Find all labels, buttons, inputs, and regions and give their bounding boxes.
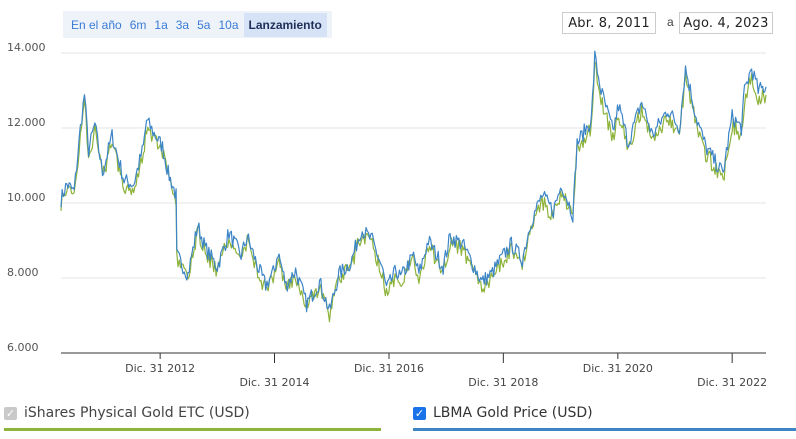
- range-5y-button[interactable]: 5a: [197, 17, 211, 32]
- y-tick-label: 14.000: [7, 41, 46, 54]
- range-ytd-button[interactable]: En el año: [71, 17, 122, 32]
- range-10y-button[interactable]: 10a: [218, 17, 239, 32]
- date-separator: a: [667, 15, 674, 29]
- legend-label-ishares: iShares Physical Gold ETC (USD): [24, 405, 250, 421]
- range-launch-button[interactable]: Lanzamiento: [243, 12, 327, 37]
- range-1y-button[interactable]: 1a: [154, 17, 168, 32]
- series-line-ishares: [60, 61, 767, 323]
- x-tick-label: Dic. 31 2012: [125, 362, 195, 375]
- range-3y-button[interactable]: 3a: [175, 17, 190, 32]
- x-tick-label: Dic. 31 2022: [697, 376, 767, 389]
- y-tick-label: 6.000: [7, 341, 39, 354]
- series-line-lbma: [60, 50, 767, 313]
- x-tick-label: Dic. 31 2016: [354, 362, 424, 375]
- legend-item-ishares[interactable]: ✓ iShares Physical Gold ETC (USD): [4, 398, 381, 431]
- x-tick-label: Dic. 31 2018: [468, 376, 538, 389]
- y-tick-label: 10.000: [7, 191, 46, 204]
- from-date-input[interactable]: Abr. 8, 2011: [562, 12, 656, 34]
- legend-label-lbma: LBMA Gold Price (USD): [433, 405, 593, 421]
- price-chart: 6.000 8.000 10.000 12.000 14.000 Dic. 31 2012…: [7, 41, 767, 389]
- legend-item-lbma[interactable]: ✓ LBMA Gold Price (USD): [413, 398, 796, 431]
- checkbox-lbma[interactable]: ✓: [413, 406, 426, 420]
- range-selector: En el año 6m 1a 3a 5a 10a Lanzamiento: [63, 11, 332, 38]
- y-tick-label: 8.000: [7, 266, 39, 279]
- x-tick-label: Dic. 31 2014: [239, 376, 309, 389]
- range-6m-button[interactable]: 6m: [129, 17, 147, 32]
- y-tick-label: 12.000: [7, 116, 46, 129]
- to-date-input[interactable]: Ago. 4, 2023: [679, 12, 773, 34]
- x-tick-label: Dic. 31 2020: [583, 362, 653, 375]
- checkbox-ishares[interactable]: ✓: [4, 406, 17, 420]
